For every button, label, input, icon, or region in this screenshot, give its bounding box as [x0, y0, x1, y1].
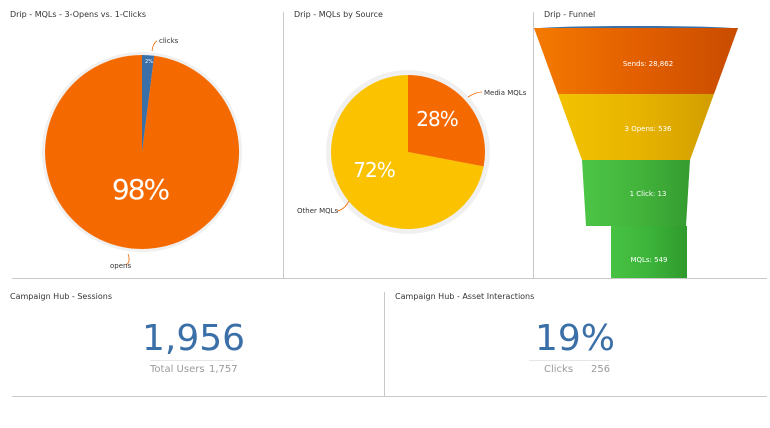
- clicks-label: Clicks: [544, 364, 574, 375]
- pie-slice-opens[interactable]: [45, 55, 240, 249]
- pie-chart-opens-clicks: 98% 2% clicks opens: [42, 37, 242, 270]
- pie-slice-media-mqls[interactable]: [408, 75, 486, 167]
- divider-vertical-2: [533, 12, 534, 278]
- leader-line-other: [336, 200, 350, 212]
- pie-chart-mqls-source: 28% 72% Media MQLs Other MQLs: [297, 70, 527, 234]
- pie-legend-label-other: Other MQLs: [297, 207, 339, 215]
- panel-drip-funnel: Drip - Funnel Sends: 28,862 3 Opens: 536…: [534, 0, 770, 280]
- divider-vertical-1: [283, 12, 284, 278]
- funnel-stage-sends[interactable]: [534, 28, 738, 94]
- panel-title: Drip - MQLs - 3-Opens vs. 1-Clicks: [10, 10, 146, 19]
- sessions-value: 1,956: [142, 318, 246, 359]
- panel-title: Drip - Funnel: [544, 10, 596, 19]
- value-underline: [529, 360, 609, 361]
- leader-line-media: [467, 91, 483, 98]
- panel-title: Campaign Hub - Sessions: [10, 292, 113, 301]
- funnel-chart: Sends: 28,862 3 Opens: 536 1 Click: 13 M…: [534, 26, 738, 279]
- value-underline: [150, 360, 234, 361]
- divider-horizontal-2: [12, 396, 767, 397]
- total-users-label: Total Users: [150, 364, 205, 375]
- total-users-value: 1,757: [209, 364, 238, 375]
- pie-slice-other-mqls[interactable]: [331, 75, 484, 229]
- panel-title: Campaign Hub - Asset Interactions: [395, 292, 535, 301]
- pie-data-label-other: 72%: [353, 158, 394, 182]
- funnel-stage-click[interactable]: [582, 160, 690, 226]
- pie-data-label-media: 28%: [416, 107, 457, 131]
- funnel-label-click: 1 Click: 13: [630, 190, 667, 198]
- panel-campaign-sessions: Campaign Hub - Sessions 1,956 Total User…: [0, 282, 384, 396]
- leader-line-clicks: [151, 40, 158, 52]
- funnel-stage-mqls[interactable]: [611, 226, 687, 279]
- panel-title: Drip - MQLs by Source: [294, 10, 383, 19]
- divider-vertical-3: [384, 292, 385, 396]
- pie-legend-label-clicks: clicks: [159, 37, 179, 45]
- clicks-value: 256: [591, 364, 611, 375]
- leader-line-opens: [125, 253, 130, 266]
- funnel-label-opens: 3 Opens: 536: [625, 125, 673, 133]
- pie-data-label-clicks: 2%: [145, 59, 153, 65]
- pie-legend-label-media: Media MQLs: [484, 89, 527, 97]
- panel-mqls-by-source: Drip - MQLs by Source 28% 72% Media MQLs…: [284, 0, 534, 278]
- funnel-stage-opens[interactable]: [558, 94, 714, 160]
- asset-interactions-value: 19%: [534, 318, 615, 359]
- funnel-label-mqls: MQLs: 549: [630, 256, 667, 264]
- funnel-label-sends: Sends: 28,862: [623, 60, 673, 68]
- pie-slice-clicks[interactable]: [142, 54, 155, 153]
- pie-data-label-opens: 98%: [112, 173, 170, 206]
- pie-legend-label-opens: opens: [110, 262, 131, 270]
- divider-horizontal-1: [12, 278, 767, 279]
- panel-opens-vs-clicks: Drip - MQLs - 3-Opens vs. 1-Clicks 98% 2…: [0, 0, 283, 278]
- panel-asset-interactions: Campaign Hub - Asset Interactions 19% Cl…: [385, 282, 770, 396]
